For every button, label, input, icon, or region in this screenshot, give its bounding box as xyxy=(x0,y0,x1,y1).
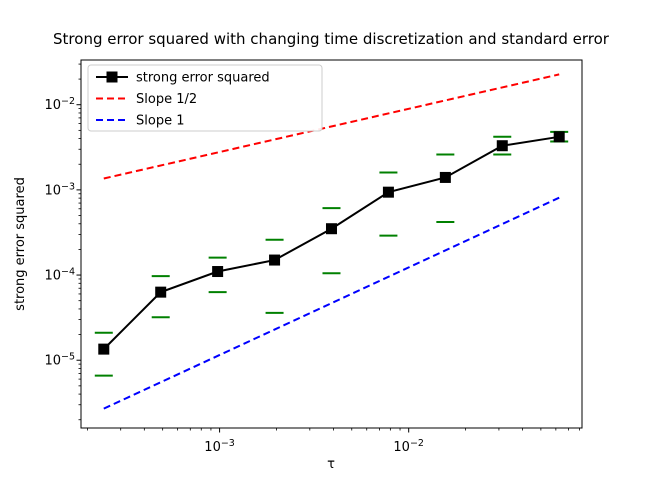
legend-box xyxy=(87,64,323,132)
tick-label: 10−3 xyxy=(204,438,235,455)
data-point-marker xyxy=(553,131,565,143)
tick-label: 10−5 xyxy=(44,352,75,369)
data-point-marker xyxy=(269,254,281,266)
tick-label: 10−3 xyxy=(44,181,75,198)
data-point-marker xyxy=(439,171,451,183)
legend-entry-label: Slope 1 xyxy=(136,114,184,129)
data-point-marker xyxy=(496,140,508,152)
tick-label: 10−4 xyxy=(44,267,75,284)
main-series-line xyxy=(103,135,560,350)
plot-area: 10−3 10−2 10−2 10−3 10−4 10−5 strong error squ… xyxy=(44,59,583,455)
data-point-marker xyxy=(382,186,394,198)
data-point-marker xyxy=(155,286,167,298)
plot-border xyxy=(80,59,583,429)
slope-one-line xyxy=(103,196,560,410)
y-axis-label: strong error squared xyxy=(13,177,28,311)
legend-sample-marker xyxy=(106,71,118,83)
tick-label: 10−2 xyxy=(44,96,75,113)
data-point-marker xyxy=(98,343,110,355)
data-point-marker xyxy=(212,266,224,278)
data-point-marker xyxy=(325,223,337,235)
x-axis-label: τ xyxy=(327,457,335,472)
tick-label: 10−2 xyxy=(393,438,424,455)
chart-title: Strong error squared with changing time … xyxy=(53,30,610,48)
slope-half-line xyxy=(103,73,560,180)
legend-entry-label: Slope 1/2 xyxy=(136,92,197,107)
legend-entry-label: strong error squared xyxy=(136,71,270,86)
